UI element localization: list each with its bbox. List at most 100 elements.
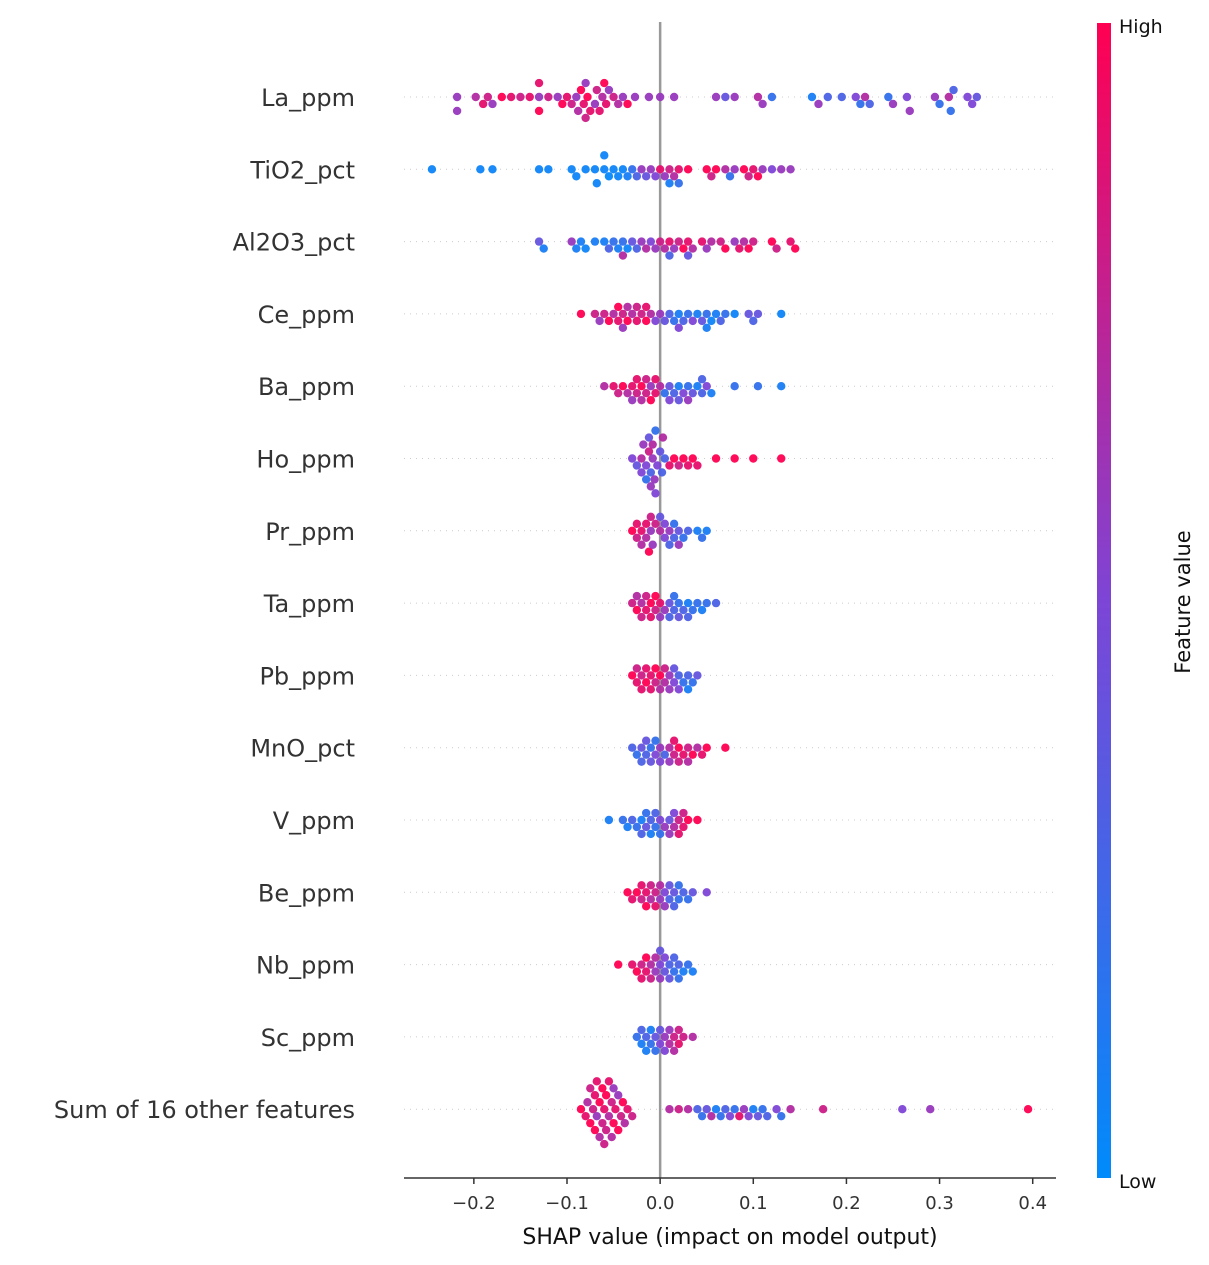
data-point bbox=[534, 237, 544, 246]
data-point bbox=[665, 757, 674, 766]
data-point bbox=[674, 598, 683, 608]
data-point bbox=[632, 605, 642, 615]
colorbar bbox=[1097, 23, 1111, 1178]
data-point bbox=[646, 382, 656, 391]
colorbar-title: Feature value bbox=[1171, 530, 1195, 673]
data-point bbox=[628, 895, 637, 904]
x-tick-label: −0.2 bbox=[452, 1193, 496, 1214]
data-point bbox=[660, 888, 669, 897]
data-point bbox=[637, 974, 646, 983]
data-point bbox=[721, 244, 730, 253]
data-point bbox=[646, 960, 656, 969]
data-point bbox=[674, 685, 683, 694]
data-point bbox=[655, 815, 665, 825]
x-tick-label: 0.0 bbox=[646, 1193, 675, 1214]
data-point bbox=[674, 1025, 683, 1035]
data-point bbox=[884, 92, 893, 102]
data-point bbox=[660, 454, 669, 463]
feature-label: Al2O3_pct bbox=[233, 229, 355, 257]
data-point bbox=[763, 1111, 772, 1121]
data-point bbox=[581, 165, 590, 174]
data-point bbox=[660, 750, 669, 759]
data-point bbox=[595, 316, 604, 326]
x-tick-label: 0.1 bbox=[739, 1193, 768, 1214]
data-point bbox=[851, 92, 860, 102]
data-point bbox=[655, 685, 665, 694]
data-point bbox=[730, 1105, 739, 1114]
data-point bbox=[651, 736, 660, 745]
data-point bbox=[660, 172, 669, 181]
data-point bbox=[651, 605, 660, 615]
data-point bbox=[600, 237, 609, 246]
data-point bbox=[744, 244, 753, 253]
data-point bbox=[777, 382, 786, 391]
data-point bbox=[930, 92, 940, 102]
data-point bbox=[669, 533, 679, 542]
data-point bbox=[614, 99, 623, 109]
data-point bbox=[618, 382, 628, 391]
data-point bbox=[628, 237, 637, 246]
data-point bbox=[697, 750, 707, 759]
data-point bbox=[702, 526, 711, 535]
data-point bbox=[623, 244, 632, 253]
feature-label: Nb_ppm bbox=[256, 952, 355, 980]
data-point bbox=[644, 433, 654, 442]
data-point bbox=[679, 888, 688, 897]
data-point bbox=[674, 960, 683, 969]
data-point bbox=[674, 540, 683, 549]
data-point bbox=[674, 974, 683, 983]
data-point bbox=[777, 165, 786, 174]
data-point bbox=[646, 1039, 656, 1049]
data-point bbox=[665, 309, 674, 319]
data-point bbox=[674, 526, 683, 535]
data-point bbox=[683, 612, 693, 622]
data-point bbox=[683, 1105, 693, 1114]
data-point bbox=[707, 1111, 716, 1121]
data-point bbox=[646, 757, 656, 766]
data-point bbox=[721, 309, 730, 319]
data-point bbox=[777, 309, 786, 319]
data-point bbox=[665, 671, 674, 680]
data-point bbox=[637, 1025, 646, 1035]
row-gridlines bbox=[404, 96, 1056, 1110]
data-point bbox=[483, 92, 493, 102]
data-point bbox=[641, 808, 651, 818]
data-point bbox=[452, 92, 462, 102]
data-point bbox=[697, 388, 707, 398]
data-point bbox=[637, 829, 646, 839]
data-point bbox=[688, 888, 697, 897]
data-point bbox=[506, 92, 516, 102]
data-point bbox=[683, 309, 693, 319]
data-point bbox=[646, 468, 656, 477]
data-point bbox=[637, 881, 646, 890]
data-point bbox=[651, 244, 660, 253]
data-point bbox=[646, 598, 656, 608]
data-point bbox=[641, 678, 651, 687]
data-point bbox=[688, 316, 697, 326]
data-point bbox=[669, 172, 679, 181]
feature-label: MnO_pct bbox=[250, 735, 355, 763]
data-point bbox=[905, 106, 914, 116]
data-point bbox=[478, 99, 488, 109]
data-point bbox=[669, 605, 679, 615]
data-points bbox=[427, 78, 1033, 1149]
data-point bbox=[655, 447, 665, 456]
data-point bbox=[600, 1105, 609, 1114]
data-point bbox=[702, 309, 711, 319]
data-point bbox=[674, 382, 683, 391]
data-point bbox=[618, 309, 628, 319]
data-point bbox=[628, 526, 637, 535]
data-point bbox=[623, 888, 632, 897]
data-point bbox=[637, 671, 646, 680]
data-point bbox=[632, 461, 642, 470]
data-point bbox=[641, 888, 651, 897]
data-point bbox=[669, 591, 679, 601]
data-point bbox=[592, 179, 602, 188]
data-point bbox=[655, 974, 665, 983]
data-point bbox=[669, 953, 679, 962]
data-point bbox=[665, 829, 674, 839]
data-point bbox=[646, 512, 656, 522]
data-point bbox=[693, 526, 702, 535]
feature-label: Ba_ppm bbox=[258, 373, 355, 401]
data-point bbox=[644, 92, 654, 102]
